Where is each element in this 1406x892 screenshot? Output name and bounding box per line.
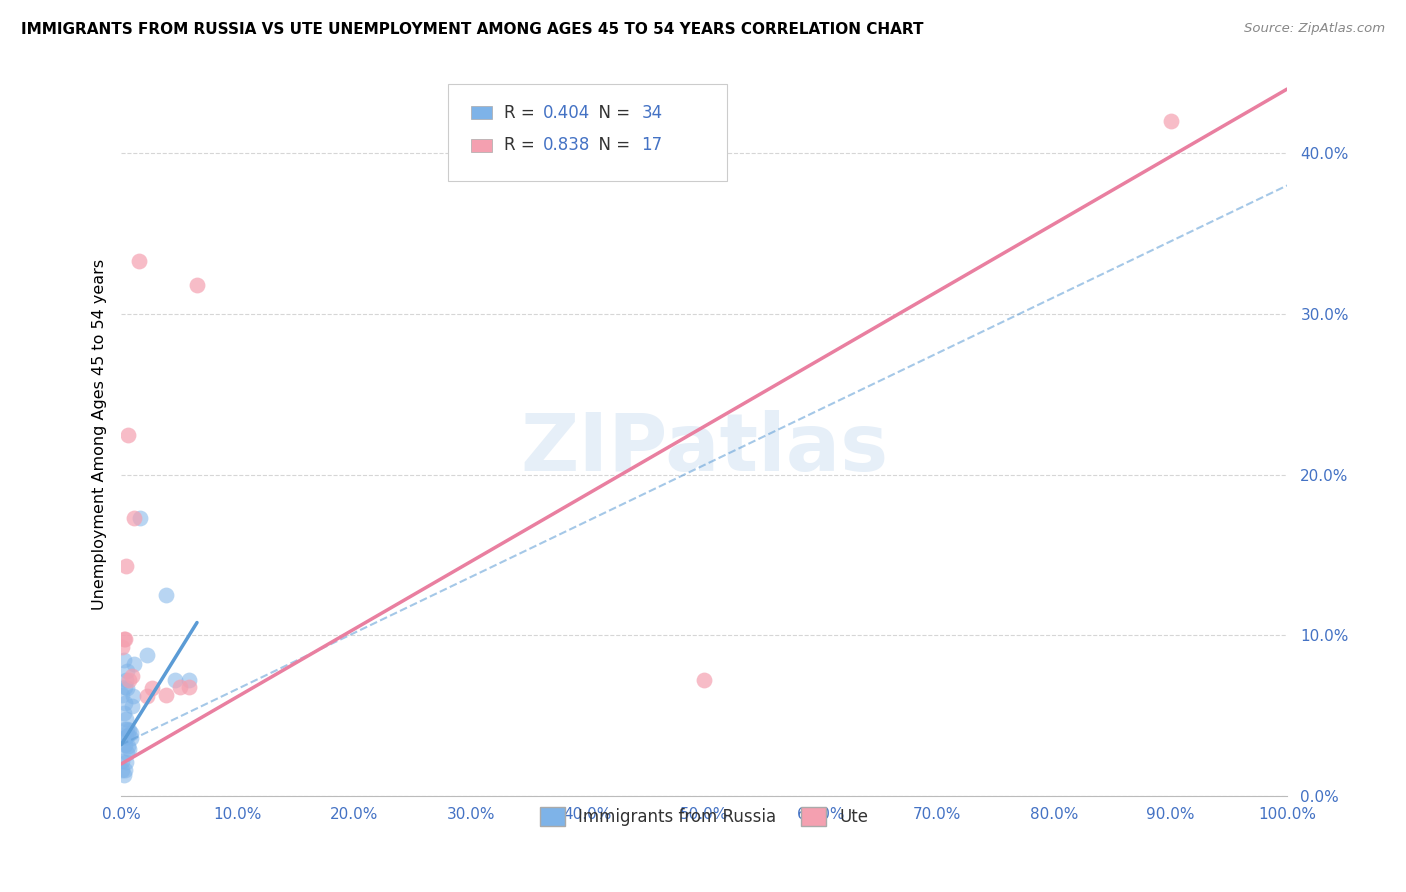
Point (693, 673, 716, 688)
Point (128, 511, 150, 525)
Point (118, 742, 141, 756)
Text: N =: N = (588, 136, 636, 154)
Point (111, 688, 134, 702)
Point (135, 648, 157, 662)
Point (112, 768, 135, 782)
Point (122, 690, 145, 704)
Point (122, 657, 145, 672)
Point (155, 588, 177, 602)
Point (115, 722, 138, 736)
Point (115, 664, 138, 678)
Point (115, 559, 138, 574)
Point (115, 730, 138, 744)
Point (169, 680, 191, 694)
Text: IMMIGRANTS FROM RUSSIA VS UTE UNEMPLOYMENT AMONG AGES 45 TO 54 YEARS CORRELATION: IMMIGRANTS FROM RUSSIA VS UTE UNEMPLOYME… (21, 22, 924, 37)
Point (135, 690, 157, 704)
Legend: Immigrants from Russia, Ute: Immigrants from Russia, Ute (531, 799, 877, 835)
Text: 34: 34 (641, 103, 662, 121)
Text: ZIPatlas: ZIPatlas (520, 410, 889, 488)
FancyBboxPatch shape (447, 84, 727, 181)
Point (112, 706, 135, 720)
Point (114, 696, 136, 710)
Point (155, 688, 177, 702)
Point (111, 764, 134, 778)
Point (111, 754, 134, 768)
Point (118, 673, 141, 688)
Text: R =: R = (503, 103, 540, 121)
Point (121, 668, 143, 682)
Point (115, 712, 138, 726)
Point (121, 699, 143, 714)
Text: 0.404: 0.404 (543, 103, 591, 121)
Point (1160, 114, 1182, 128)
Point (115, 681, 138, 696)
Text: Source: ZipAtlas.com: Source: ZipAtlas.com (1244, 22, 1385, 36)
Text: N =: N = (588, 103, 636, 121)
Point (115, 746, 138, 760)
Point (177, 673, 200, 688)
Point (120, 726, 142, 740)
Point (111, 640, 134, 654)
FancyBboxPatch shape (471, 139, 492, 152)
Point (117, 427, 139, 442)
Point (112, 632, 135, 646)
Text: 0.838: 0.838 (543, 136, 591, 154)
Point (114, 738, 136, 752)
Point (128, 254, 150, 268)
Text: 17: 17 (641, 136, 662, 154)
Point (112, 652, 135, 666)
Point (112, 731, 135, 746)
Point (163, 673, 186, 688)
Point (177, 680, 200, 694)
Point (115, 673, 138, 688)
Point (117, 739, 139, 754)
Point (186, 278, 208, 293)
Point (141, 681, 163, 696)
Point (114, 722, 136, 736)
Y-axis label: Unemployment Among Ages 45 to 54 years: Unemployment Among Ages 45 to 54 years (93, 259, 107, 610)
Point (114, 764, 136, 778)
Point (114, 632, 136, 646)
Point (114, 680, 136, 694)
Point (117, 728, 139, 742)
Point (120, 731, 142, 746)
Point (115, 756, 138, 770)
Point (118, 723, 141, 738)
Text: R =: R = (503, 136, 540, 154)
Point (122, 511, 145, 525)
FancyBboxPatch shape (471, 106, 492, 120)
